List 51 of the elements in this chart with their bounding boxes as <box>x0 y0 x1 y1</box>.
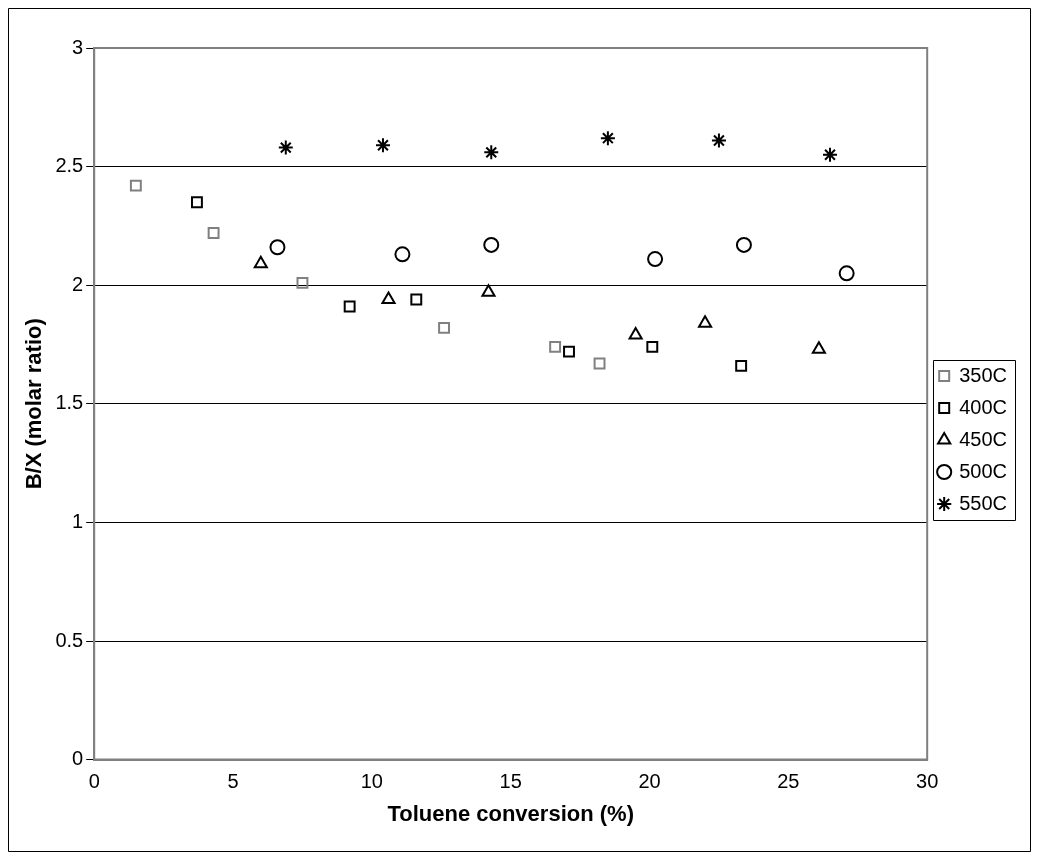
point <box>374 137 391 154</box>
point <box>190 196 203 209</box>
point <box>253 255 268 269</box>
x-tick-label: 15 <box>499 770 522 793</box>
legend-label: 550C <box>959 491 1007 514</box>
y-tick-label: 1 <box>72 509 84 532</box>
point <box>646 340 659 353</box>
y-tick-label: 0.5 <box>55 628 84 651</box>
legend-label: 350C <box>959 363 1007 386</box>
point <box>628 327 643 340</box>
point <box>698 315 713 328</box>
point <box>269 239 286 256</box>
x-tick-label: 20 <box>638 770 661 793</box>
point <box>593 357 606 370</box>
point <box>410 293 423 306</box>
y-tick-label: 1.5 <box>55 391 84 414</box>
point <box>343 300 356 313</box>
y-tick-label: 0 <box>72 747 84 770</box>
point <box>483 144 500 161</box>
point <box>838 265 855 282</box>
point <box>129 179 142 192</box>
x-tick-label: 5 <box>227 770 239 793</box>
point <box>381 291 396 304</box>
legend-label: 450C <box>959 427 1007 450</box>
point <box>277 139 294 156</box>
y-tick-label: 3 <box>72 35 84 58</box>
legend-label: 500C <box>959 459 1007 482</box>
point <box>822 146 839 163</box>
point <box>481 284 496 297</box>
point <box>549 340 562 353</box>
point <box>811 341 826 354</box>
point <box>296 276 309 289</box>
point <box>599 130 616 147</box>
point <box>735 236 752 253</box>
point <box>483 236 500 253</box>
point <box>563 345 575 358</box>
point <box>438 321 451 334</box>
x-tick-label: 30 <box>916 770 939 793</box>
x-tick-label: 25 <box>777 770 800 793</box>
y-axis-title: B/X (molar ratio) <box>21 318 47 490</box>
point <box>710 132 727 149</box>
y-tick-label: 2.5 <box>55 154 84 177</box>
point <box>394 246 411 263</box>
y-tick-label: 2 <box>72 272 84 295</box>
legend-label: 400C <box>959 395 1007 418</box>
x-tick-label: 0 <box>88 770 100 793</box>
x-axis-title: Toluene conversion (%) <box>387 800 634 826</box>
x-tick-label: 10 <box>360 770 383 793</box>
point <box>647 251 664 268</box>
point <box>735 359 748 372</box>
point <box>207 227 220 239</box>
